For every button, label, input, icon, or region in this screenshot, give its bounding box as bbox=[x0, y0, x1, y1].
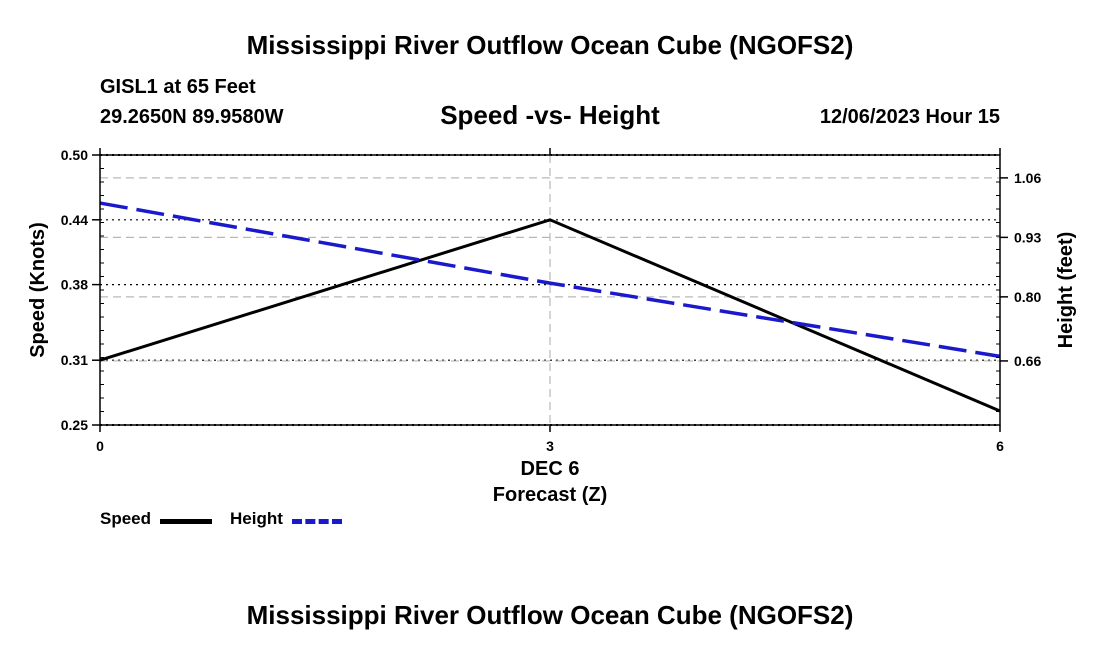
left-tick-label: 0.31 bbox=[61, 352, 88, 368]
station-label: GISL1 at 65 Feet bbox=[100, 76, 256, 98]
coordinates-label: 29.2650N 89.9580W bbox=[100, 106, 284, 128]
y-axis-right-label: Height (feet) bbox=[1055, 232, 1077, 349]
legend-height-swatch bbox=[292, 519, 342, 524]
y-axis-left-label: Speed (Knots) bbox=[27, 222, 49, 358]
axis-ticks: 0.25 0.31 0.38 0.44 0.50 0.66 0.80 0.93 1.06 0 3 6 bbox=[61, 147, 1042, 454]
legend-height-label: Height bbox=[230, 509, 283, 528]
right-tick-label: 0.80 bbox=[1014, 289, 1041, 305]
forecast-datetime: 12/06/2023 Hour 15 bbox=[819, 106, 1000, 128]
x-tick-label: 0 bbox=[96, 438, 104, 454]
left-tick-label: 0.50 bbox=[61, 147, 88, 163]
x-axis-label: Forecast (Z) bbox=[493, 484, 607, 506]
grid-lines bbox=[100, 154, 1000, 426]
data-series bbox=[99, 201, 1001, 413]
legend-speed-label: Speed bbox=[100, 509, 152, 528]
legend-speed-swatch bbox=[160, 519, 212, 524]
chart-main-title: Mississippi River Outflow Ocean Cube (NG… bbox=[246, 30, 854, 60]
left-tick-label: 0.38 bbox=[61, 277, 88, 293]
left-tick-label: 0.25 bbox=[61, 417, 88, 433]
right-tick-label: 0.93 bbox=[1014, 229, 1041, 245]
height-series-line bbox=[99, 201, 1001, 359]
right-tick-label: 1.06 bbox=[1014, 170, 1041, 186]
footer-title: Mississippi River Outflow Ocean Cube (NG… bbox=[246, 600, 854, 630]
x-tick-label: 3 bbox=[546, 438, 554, 454]
right-tick-label: 0.66 bbox=[1014, 353, 1041, 369]
chart-subtitle: Speed -vs- Height bbox=[440, 100, 660, 130]
x-tick-label: 6 bbox=[996, 438, 1004, 454]
left-tick-label: 0.44 bbox=[61, 212, 88, 228]
x-axis-date-label: DEC 6 bbox=[521, 458, 580, 480]
speed-series-line bbox=[99, 218, 1001, 413]
